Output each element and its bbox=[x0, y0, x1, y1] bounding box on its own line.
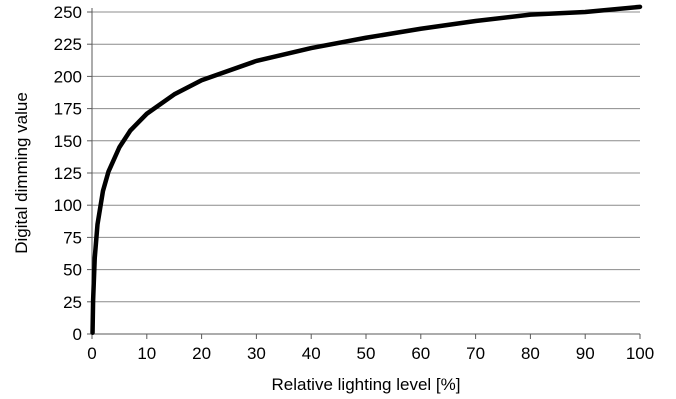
y-axis-label: Digital dimming value bbox=[12, 92, 31, 254]
series-line bbox=[90, 4, 643, 335]
x-tick-label: 0 bbox=[87, 344, 96, 363]
y-tick-label: 75 bbox=[63, 228, 82, 247]
x-tick-label: 70 bbox=[466, 344, 485, 363]
x-tick-label: 20 bbox=[192, 344, 211, 363]
y-tick-label: 225 bbox=[54, 35, 82, 54]
y-tick-label: 25 bbox=[63, 293, 82, 312]
x-tick-label: 50 bbox=[357, 344, 376, 363]
y-tick-label: 200 bbox=[54, 67, 82, 86]
x-axis-label: Relative lighting level [%] bbox=[272, 375, 461, 394]
x-tick-label: 100 bbox=[626, 344, 654, 363]
x-tick-label: 60 bbox=[411, 344, 430, 363]
y-tick-labels: 0 25 50 75 100 125 150 175 200 225 250 bbox=[54, 3, 82, 344]
y-tick-label: 50 bbox=[63, 261, 82, 280]
series-layer bbox=[90, 4, 643, 335]
x-tick-label: 90 bbox=[576, 344, 595, 363]
y-tick-label: 175 bbox=[54, 100, 82, 119]
y-tick-label: 0 bbox=[73, 325, 82, 344]
x-tick-label: 10 bbox=[137, 344, 156, 363]
y-tick-label: 125 bbox=[54, 164, 82, 183]
x-tick-label: 30 bbox=[247, 344, 266, 363]
x-tick-label: 80 bbox=[521, 344, 540, 363]
x-tick-labels: 0 10 20 30 40 50 60 70 80 90 100 bbox=[87, 344, 654, 363]
x-tick-label: 40 bbox=[302, 344, 321, 363]
y-tick-label: 250 bbox=[54, 3, 82, 22]
gridlines bbox=[92, 11, 640, 303]
y-tick-label: 150 bbox=[54, 132, 82, 151]
y-tick-label: 100 bbox=[54, 196, 82, 215]
